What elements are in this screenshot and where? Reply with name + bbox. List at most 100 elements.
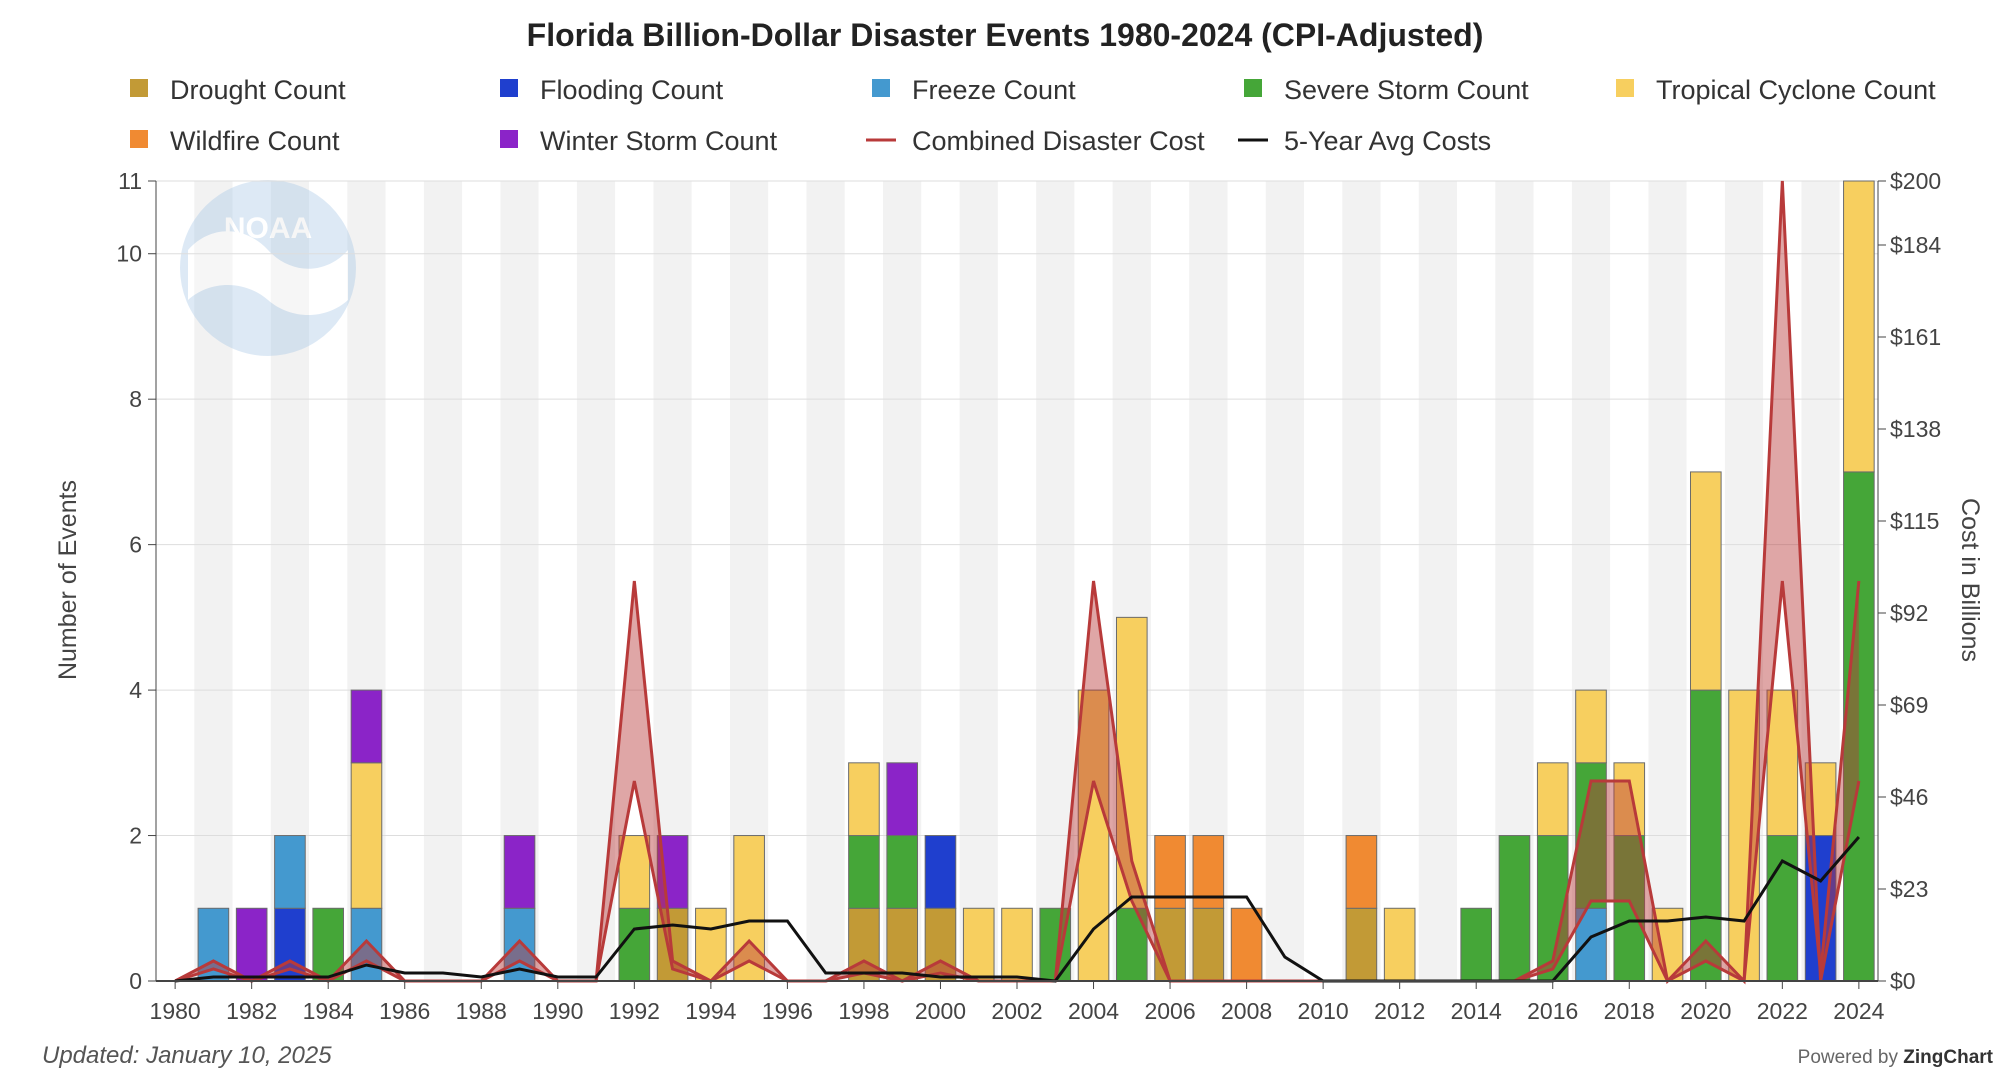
bar-segment bbox=[1689, 689, 1722, 982]
legend-label: Drought Count bbox=[170, 75, 346, 105]
column-band bbox=[1227, 181, 1266, 981]
bar-segment bbox=[1613, 835, 1646, 982]
legend-label: Winter Storm Count bbox=[540, 126, 778, 156]
bar-segment bbox=[235, 907, 268, 982]
x-tick-label: 2020 bbox=[1680, 998, 1731, 1024]
bar-segment bbox=[886, 907, 919, 982]
legend: Drought Count Flooding Count Freeze Count S… bbox=[130, 75, 1936, 156]
column-band bbox=[1380, 181, 1419, 981]
legend-marker bbox=[500, 130, 518, 148]
y-tick-label: 0 bbox=[129, 968, 142, 994]
legend-marker bbox=[1244, 79, 1262, 97]
column-band bbox=[997, 181, 1037, 981]
y-tick-label: 6 bbox=[129, 532, 142, 558]
bar-segment bbox=[503, 835, 536, 909]
legend-marker bbox=[872, 79, 890, 97]
x-tick-label: 2008 bbox=[1221, 998, 1272, 1024]
x-tick-label: 1998 bbox=[838, 998, 889, 1024]
y-tick-label: 8 bbox=[129, 386, 142, 412]
y2-tick-label: $0 bbox=[1890, 968, 1916, 994]
y2-tick-label: $69 bbox=[1890, 692, 1928, 718]
y-tick-label: 11 bbox=[118, 168, 142, 194]
noaa-logo-text: NOAA bbox=[224, 212, 312, 245]
x-tick-label: 1988 bbox=[456, 998, 507, 1024]
x-tick-label: 2004 bbox=[1068, 998, 1119, 1024]
x-tick-label: 1984 bbox=[303, 998, 354, 1024]
x-tick-label: 2018 bbox=[1604, 998, 1655, 1024]
y2-tick-label: $46 bbox=[1890, 784, 1928, 810]
legend-label: Wildfire Count bbox=[170, 126, 340, 156]
bar-segment bbox=[1192, 907, 1225, 982]
bar-segment bbox=[1230, 907, 1263, 982]
legend-label: Severe Storm Count bbox=[1284, 75, 1529, 105]
column-band bbox=[1457, 181, 1496, 981]
bar-segment bbox=[1345, 907, 1378, 982]
column-band bbox=[1648, 181, 1687, 981]
legend-label: 5-Year Avg Costs bbox=[1284, 126, 1491, 156]
x-tick-label: 1992 bbox=[609, 998, 660, 1024]
bar-segment bbox=[1766, 835, 1799, 982]
updated-note: Updated: January 10, 2025 bbox=[42, 1042, 332, 1069]
legend-label: Tropical Cyclone Count bbox=[1656, 75, 1936, 105]
powered-by-prefix: Powered by bbox=[1798, 1047, 1904, 1068]
y-tick-label: 2 bbox=[129, 823, 142, 849]
legend-label: Flooding Count bbox=[540, 75, 724, 105]
column-band bbox=[1304, 181, 1343, 981]
bar-segment bbox=[197, 907, 230, 982]
column-band bbox=[538, 181, 577, 981]
bar-segment bbox=[1536, 762, 1569, 837]
bar-segment bbox=[1843, 471, 1875, 982]
bar-segment bbox=[848, 762, 880, 837]
avg-cost-line bbox=[174, 836, 1860, 983]
legend-marker bbox=[1616, 79, 1634, 97]
column-band bbox=[423, 181, 463, 981]
legend-marker bbox=[500, 79, 518, 97]
x-tick-label: 2012 bbox=[1374, 998, 1425, 1024]
bar-segment bbox=[848, 835, 880, 909]
x-tick-label: 1982 bbox=[226, 998, 277, 1024]
y2-axis-title: Cost in Billions bbox=[1956, 498, 1984, 662]
column-band bbox=[768, 181, 807, 981]
bar-segment bbox=[350, 762, 383, 909]
legend-marker bbox=[130, 130, 148, 148]
column-band bbox=[156, 181, 195, 981]
bar-segment bbox=[1575, 689, 1607, 764]
x-tick-label: 2022 bbox=[1757, 998, 1808, 1024]
powered-by[interactable]: Powered by ZingChart bbox=[1798, 1047, 1994, 1068]
bar-segment bbox=[1345, 835, 1378, 909]
column-band bbox=[232, 181, 271, 981]
x-tick-label: 2010 bbox=[1298, 998, 1349, 1024]
zingchart-brand[interactable]: ZingChart bbox=[1903, 1047, 1993, 1068]
x-tick-label: 1996 bbox=[762, 998, 813, 1024]
y2-tick-label: $115 bbox=[1890, 508, 1939, 534]
y-tick-label: 10 bbox=[116, 241, 142, 267]
bar-segment bbox=[848, 907, 880, 982]
column-band bbox=[959, 181, 998, 981]
axes: 0 2 4 6 8 10 11 $0 $23 $46 $69 $92 $115 $138 $161 $184 $… bbox=[116, 168, 1941, 1024]
x-tick-label: 2000 bbox=[915, 998, 966, 1024]
bar-segment bbox=[1001, 907, 1033, 982]
bar-segment bbox=[1460, 907, 1493, 982]
y2-tick-label: $23 bbox=[1890, 876, 1928, 902]
bar-segment bbox=[1498, 835, 1531, 982]
y2-tick-label: $92 bbox=[1890, 600, 1928, 626]
legend-marker bbox=[130, 79, 148, 97]
bar-segment bbox=[924, 907, 957, 982]
x-tick-label: 1990 bbox=[532, 998, 583, 1024]
x-tick-label: 1986 bbox=[379, 998, 430, 1024]
bar-segment bbox=[1613, 762, 1646, 837]
bar-segment bbox=[1383, 907, 1416, 982]
column-band bbox=[806, 181, 845, 981]
bar-segment bbox=[618, 907, 651, 982]
column-band bbox=[194, 181, 233, 981]
bar-segment bbox=[274, 835, 306, 909]
chart-title: Florida Billion-Dollar Disaster Events 1… bbox=[527, 17, 1484, 53]
y2-tick-label: $200 bbox=[1890, 168, 1941, 194]
legend-label: Freeze Count bbox=[912, 75, 1076, 105]
bar-segment bbox=[886, 835, 919, 909]
y2-tick-label: $184 bbox=[1890, 232, 1941, 258]
bar-segment bbox=[886, 762, 919, 837]
bar-segment bbox=[618, 835, 651, 909]
legend-label: Combined Disaster Cost bbox=[912, 126, 1205, 156]
